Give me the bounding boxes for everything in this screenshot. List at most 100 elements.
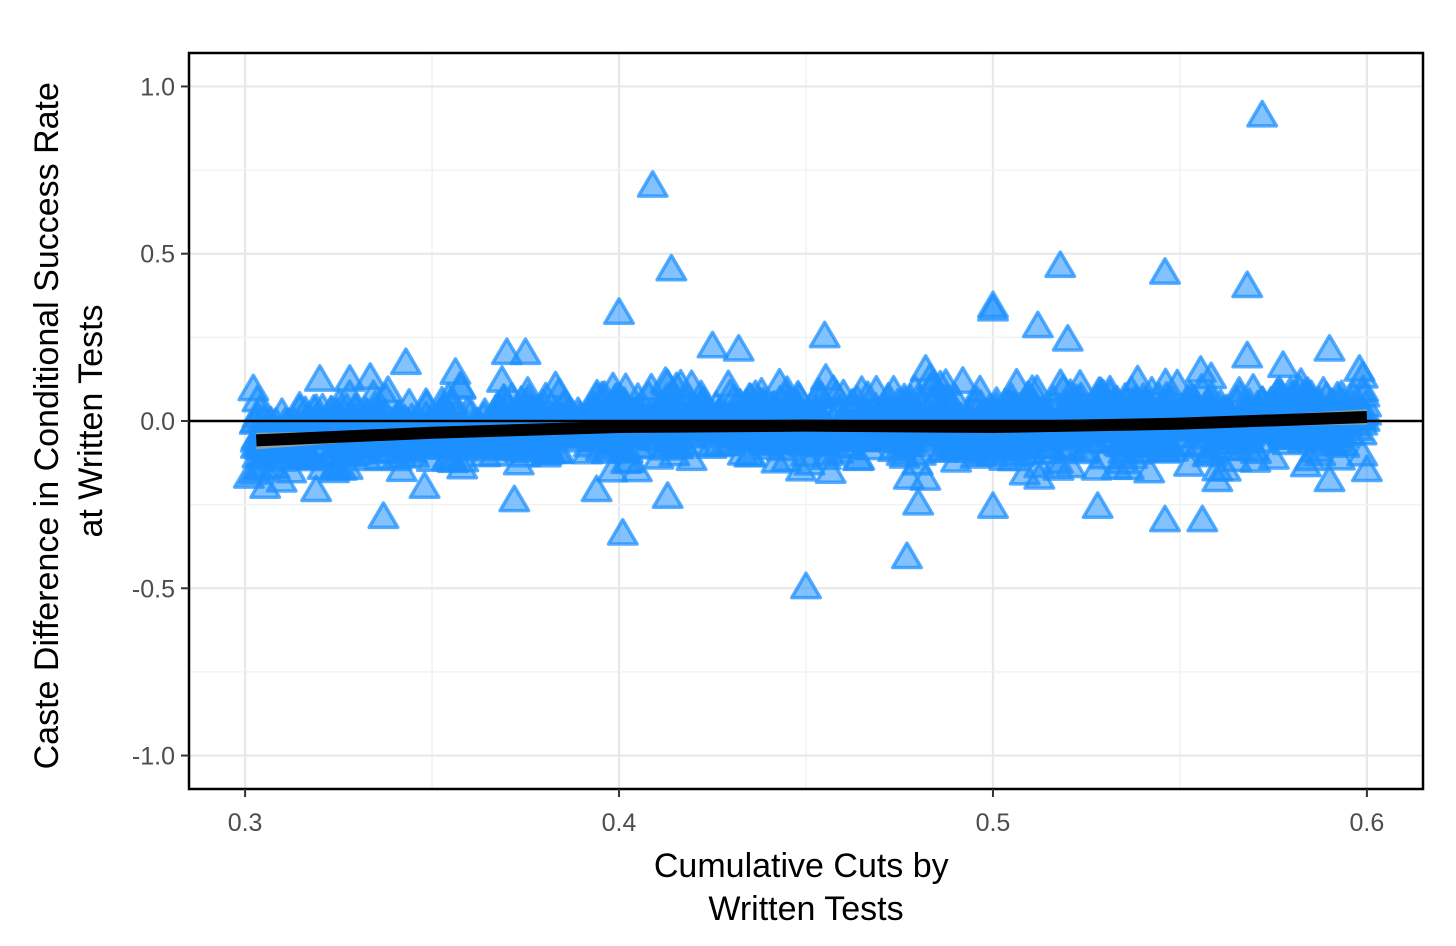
data-point-triangle — [976, 491, 1009, 520]
data-point-triangle — [1350, 454, 1383, 483]
data-point-triangle — [542, 377, 575, 406]
data-point-triangle — [580, 474, 613, 503]
data-point-triangle — [367, 501, 400, 530]
data-point-triangle — [793, 447, 826, 476]
trend-line — [256, 410, 1368, 447]
x-axis-ticks: 0.3 0.4 0.5 0.6 — [228, 789, 1385, 837]
data-point-triangle — [790, 571, 822, 600]
data-point-triangle — [929, 384, 962, 413]
data-point-triangle — [1313, 464, 1346, 493]
data-point-triangle — [1313, 333, 1346, 362]
data-point-triangle — [498, 484, 531, 513]
data-point-triangle — [389, 347, 422, 376]
data-point-triangle — [454, 397, 487, 426]
data-point-triangle — [1246, 385, 1279, 414]
data-point-triangle — [675, 369, 708, 398]
y-axis-title-line-2: at Written Tests — [72, 304, 110, 537]
data-point-triangle — [781, 379, 814, 408]
data-point-triangle — [306, 452, 339, 481]
data-point-triangle — [1231, 270, 1264, 299]
data-point-triangle — [696, 330, 729, 359]
data-point-triangle — [502, 447, 535, 476]
data-point-triangle — [892, 462, 925, 490]
y-axis-title-line-1: Caste Difference in Conditional Success … — [28, 82, 66, 769]
data-point-triangle — [722, 333, 755, 362]
data-point-triangle — [265, 464, 298, 493]
data-point-triangle — [1220, 384, 1253, 413]
data-point-triangle — [1244, 425, 1277, 453]
data-point-triangle — [392, 433, 425, 462]
x-tick-label: 0.3 — [228, 809, 263, 837]
data-point-triangle — [1191, 439, 1224, 468]
x-axis-title-line-2: Written Tests — [708, 890, 903, 928]
trend-line-group — [189, 409, 1423, 450]
data-point-triangle — [509, 337, 542, 366]
data-point-triangle — [884, 432, 917, 460]
y-axis-ticks: 1.0 0.5 0.0 -0.5 -1.0 — [132, 73, 189, 771]
data-point-triangle — [603, 297, 636, 325]
data-point-triangle — [408, 471, 441, 499]
x-axis-title: Cumulative Cuts by Written Tests — [654, 847, 958, 928]
data-point-triangle — [487, 423, 520, 452]
data-point-triangle — [1051, 323, 1084, 352]
data-point-triangle — [724, 388, 757, 416]
data-point-triangle — [1013, 419, 1046, 447]
data-point-triangle — [655, 253, 688, 282]
data-point-triangle — [890, 541, 923, 570]
data-point-triangle — [1149, 367, 1182, 396]
data-point-triangle — [1201, 464, 1234, 493]
data-point-triangle — [909, 354, 942, 382]
data-point-triangle — [1186, 504, 1219, 533]
data-point-triangle — [1148, 504, 1181, 533]
data-point-triangle — [1156, 434, 1189, 462]
y-tick-label: -0.5 — [132, 575, 175, 603]
data-point-triangle — [709, 428, 742, 457]
data-point-triangle — [300, 474, 333, 503]
data-point-triangle — [1177, 383, 1210, 412]
data-point-triangle — [636, 170, 669, 198]
y-tick-label: 1.0 — [140, 73, 175, 101]
data-point-triangle — [1347, 374, 1380, 403]
data-point-triangle — [488, 384, 521, 412]
data-point-triangle — [1044, 250, 1077, 279]
data-point-triangle — [940, 444, 973, 473]
data-point-triangle — [527, 424, 560, 452]
data-point-triangle — [1133, 455, 1166, 484]
data-point-triangle — [1000, 367, 1033, 396]
data-point-triangle — [850, 424, 883, 453]
data-point-triangle — [1081, 491, 1114, 520]
data-point-triangle — [1246, 99, 1279, 128]
data-point-triangle — [303, 364, 336, 392]
data-point-triangle — [971, 427, 1004, 456]
data-point-triangle — [415, 444, 448, 472]
x-tick-label: 0.6 — [1350, 809, 1385, 837]
data-point-triangle — [902, 487, 935, 516]
data-point-triangle — [1343, 354, 1376, 382]
data-points — [232, 99, 1383, 600]
data-point-triangle — [606, 517, 639, 546]
data-point-triangle — [901, 447, 934, 476]
data-point-triangle — [1148, 257, 1181, 285]
data-point-triangle — [611, 435, 644, 464]
data-point-triangle — [1278, 413, 1311, 442]
data-point-triangle — [1231, 340, 1264, 369]
data-point-triangle — [1094, 379, 1127, 408]
data-point-triangle — [385, 454, 418, 483]
data-point-triangle — [1127, 429, 1160, 458]
data-point-triangle — [651, 481, 684, 509]
data-point-triangle — [502, 432, 535, 461]
data-point-triangle — [232, 461, 265, 489]
x-tick-label: 0.4 — [602, 809, 637, 837]
data-point-triangle — [1023, 450, 1056, 479]
data-point-triangle — [997, 390, 1030, 419]
data-point-triangle — [1315, 414, 1348, 443]
data-point-triangle — [877, 374, 910, 403]
data-point-triangle — [808, 320, 841, 349]
data-point-triangle — [1280, 379, 1313, 408]
data-point-triangle — [1267, 350, 1300, 379]
data-point-triangle — [1176, 429, 1209, 458]
y-tick-label: -1.0 — [132, 743, 175, 771]
data-point-triangle — [1042, 446, 1075, 474]
data-point-triangle — [333, 364, 366, 392]
